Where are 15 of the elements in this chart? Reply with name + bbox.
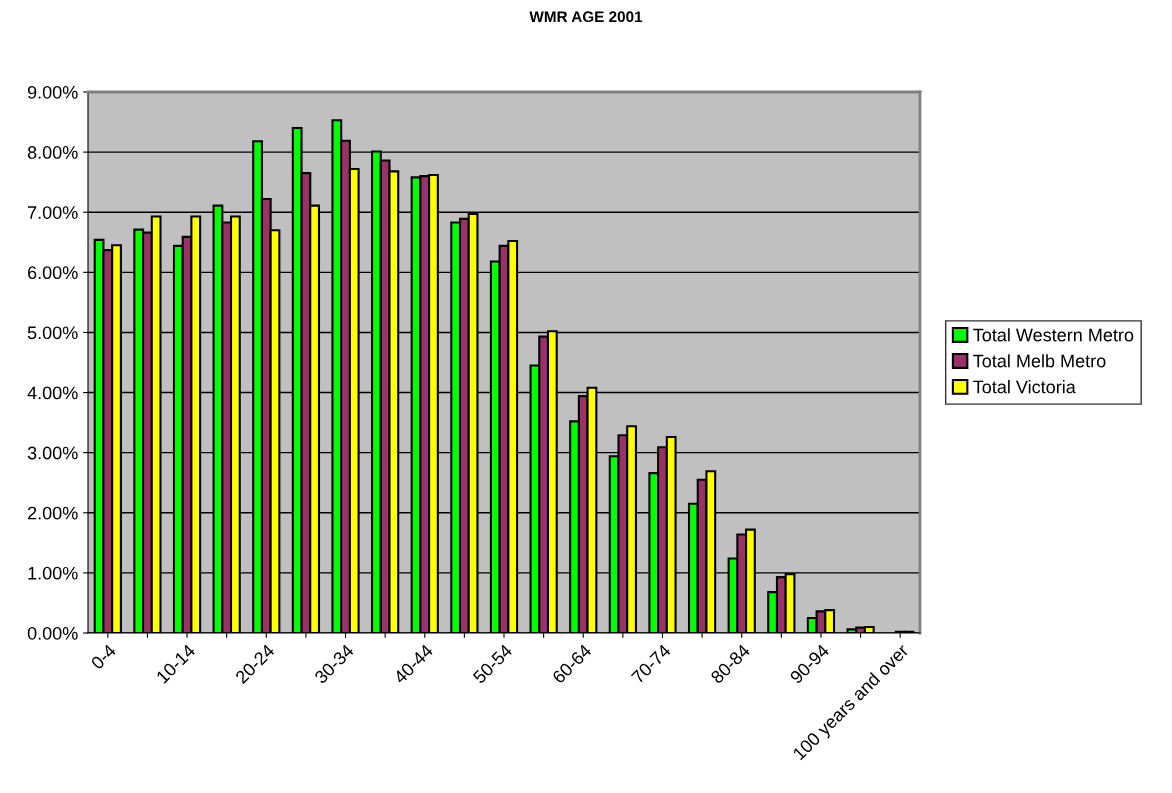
y-tick-label: 7.00% <box>28 206 78 219</box>
chart-title: WMR AGE 2001 <box>529 11 643 23</box>
legend-label: Total Melb Metro <box>973 354 1106 368</box>
y-tick-label: 0.00% <box>27 626 78 640</box>
y-tick-label: 1.00% <box>28 566 78 580</box>
y-tick-label: 5.00% <box>27 326 78 340</box>
y-tick-label: 3.00% <box>27 446 78 460</box>
y-tick-label: 6.00% <box>28 266 78 280</box>
x-tick-label: 0-4 <box>90 643 117 671</box>
y-tick-label: 8.00% <box>27 146 78 159</box>
legend-label: Total Western Metro <box>973 328 1134 342</box>
y-tick-label: 9.00% <box>27 85 78 99</box>
y-tick-label: 4.00% <box>27 386 78 400</box>
y-tick-label: 2.00% <box>27 506 78 520</box>
legend-label: Total Victoria <box>973 380 1076 394</box>
